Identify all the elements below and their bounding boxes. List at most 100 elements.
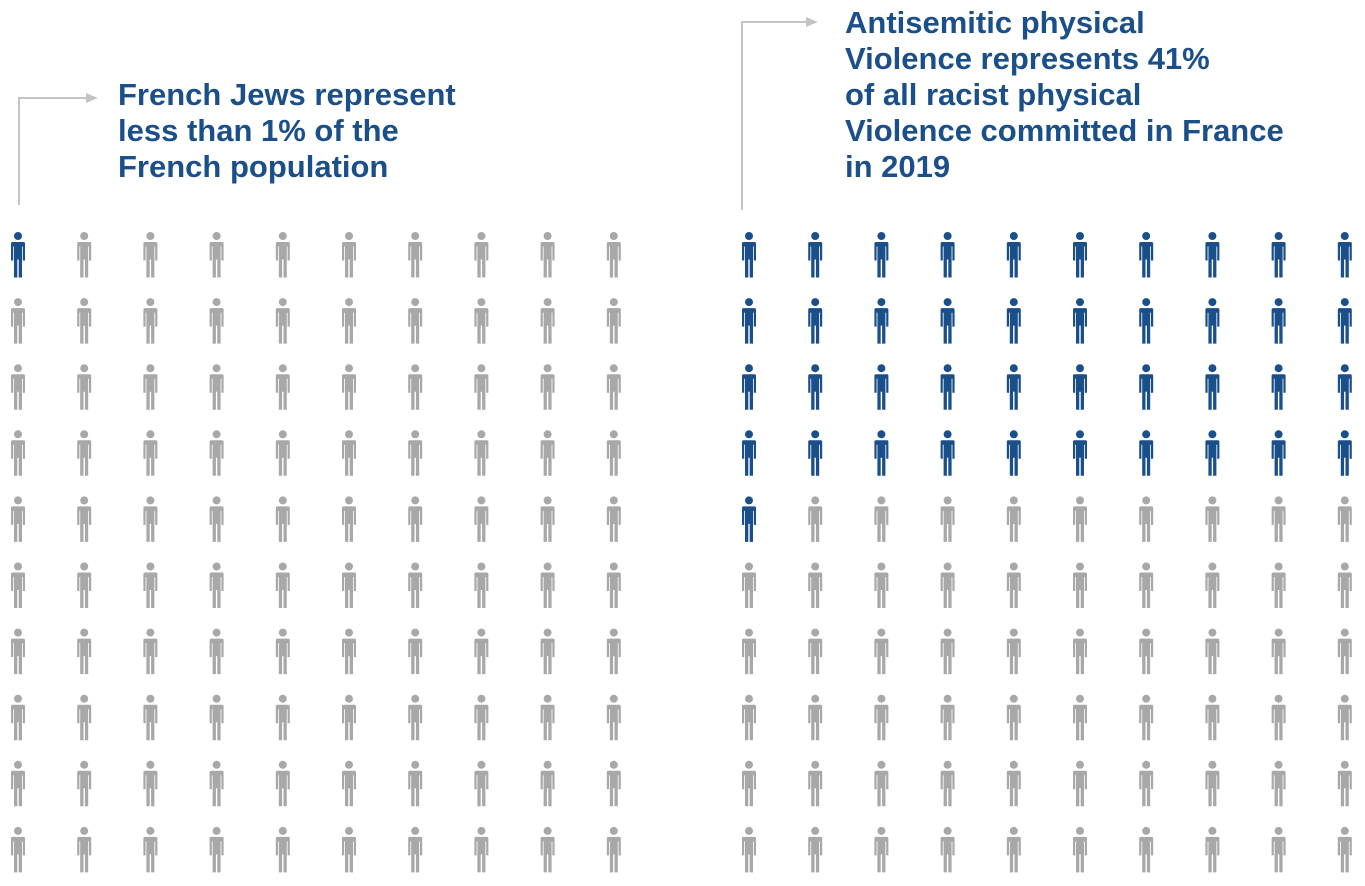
person-icon [1205,694,1220,741]
population-pictograph [11,232,621,873]
person-icon [1139,694,1154,741]
person-icon [606,694,621,741]
person-icon [342,628,356,675]
person-icon [1271,430,1286,476]
person-icon [874,562,889,608]
person-icon [606,496,621,542]
person-icon [474,496,489,542]
person-icon [408,562,423,608]
person-icon [874,760,889,807]
person-icon [606,628,621,675]
person-icon [143,298,158,344]
person-icon [275,826,290,873]
person-icon [742,364,756,410]
person-icon [1205,628,1220,675]
person-icon [11,364,25,410]
person-icon [940,562,955,608]
person-icon [11,628,25,675]
person-icon [1139,430,1154,476]
person-icon [1073,694,1087,741]
person-icon [808,826,823,873]
person-icon [209,496,224,542]
person-icon [874,628,889,675]
annotation-right-line: in 2019 [845,149,951,184]
person-icon [474,760,489,807]
person-icon [408,760,423,807]
person-icon [275,364,290,410]
person-icon [940,694,955,741]
person-icon [808,562,823,608]
violence-pictograph [742,232,1352,873]
person-icon [77,628,92,675]
person-icon [540,298,555,344]
person-icon [408,694,423,741]
person-icon [11,232,25,278]
person-icon [275,298,290,344]
person-icon [1139,496,1154,542]
person-icon [275,760,290,807]
person-icon [1205,430,1220,476]
person-icon [1073,826,1087,873]
person-icon [342,430,356,476]
person-icon [77,430,92,476]
person-icon [1205,496,1220,542]
person-icon [742,496,756,542]
person-icon [143,364,158,410]
person-icon [408,628,423,675]
person-icon [1205,232,1220,278]
person-icon [874,430,889,476]
person-icon [408,298,423,344]
person-icon [1139,628,1154,675]
person-icon [1139,760,1154,807]
annotation-right-line: Violence committed in France [845,113,1284,148]
person-icon [1205,826,1220,873]
person-icon [540,364,555,410]
annotation-right-line: of all racist physical [845,77,1142,112]
person-icon [1337,826,1352,873]
person-icon [1006,628,1021,675]
person-icon [540,562,555,608]
person-icon [1006,298,1021,344]
person-icon [143,826,158,873]
person-icon [77,496,92,542]
annotation-right-line: Violence represents 41% [845,41,1210,76]
person-icon [1073,496,1087,542]
person-icon [143,694,158,741]
person-icon [742,760,756,807]
person-icon [11,562,25,608]
person-icon [11,496,25,542]
person-icon [940,430,955,476]
annotation-left-line: French population [118,149,389,184]
person-icon [342,232,356,278]
person-icon [1205,760,1220,807]
person-icon [606,232,621,278]
person-icon [874,694,889,741]
person-icon [540,496,555,542]
person-icon [209,430,224,476]
person-icon [606,298,621,344]
person-icon [1073,760,1087,807]
person-icon [808,496,823,542]
person-icon [540,760,555,807]
person-icon [808,628,823,675]
person-icon [940,232,955,278]
person-icon [874,298,889,344]
person-icon [742,628,756,675]
person-icon [209,760,224,807]
person-icon [1271,562,1286,608]
person-icon [1271,694,1286,741]
person-icon [808,298,823,344]
person-icon [540,826,555,873]
person-icon [275,628,290,675]
annotation-left-line: French Jews represent [118,77,456,112]
person-icon [540,628,555,675]
person-icon [77,298,92,344]
person-icon [1337,298,1352,344]
person-icon [1205,562,1220,608]
person-icon [1006,364,1021,410]
person-icon [209,628,224,675]
person-icon [474,826,489,873]
person-icon [742,232,756,278]
person-icon [77,826,92,873]
